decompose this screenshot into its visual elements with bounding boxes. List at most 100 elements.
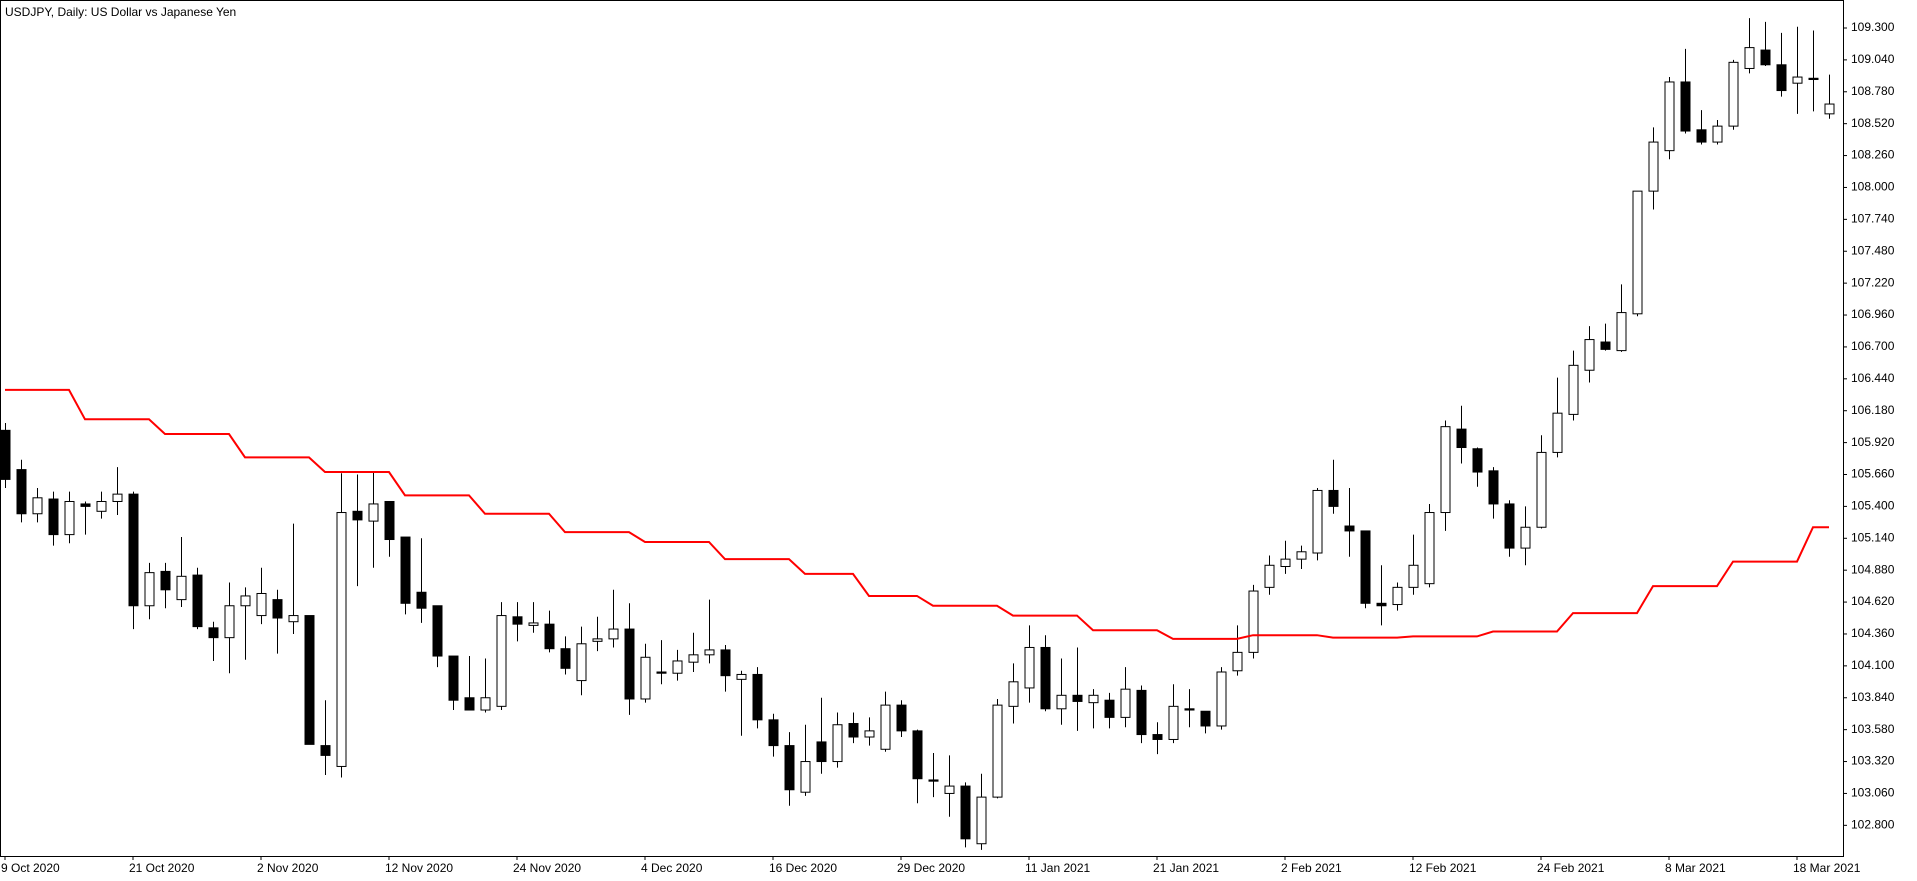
candle-body: [1712, 125, 1723, 143]
y-tick-label: 108.000: [1851, 180, 1895, 194]
candle-body: [1280, 558, 1291, 568]
candle-body: [176, 575, 187, 601]
y-tick-label: 108.780: [1851, 84, 1895, 98]
y-tick-label: 109.300: [1851, 20, 1895, 34]
candle-body: [1744, 47, 1755, 69]
candle-body: [976, 796, 987, 845]
candle-body: [1488, 470, 1499, 505]
x-tick-label: 21 Jan 2021: [1153, 861, 1219, 875]
candle-body: [80, 503, 91, 507]
y-tick-label: 105.660: [1851, 467, 1895, 481]
x-tick-label: 16 Dec 2020: [769, 861, 837, 875]
candle-body: [1376, 602, 1387, 607]
candle-body: [992, 704, 1003, 798]
candle-body: [688, 654, 699, 663]
y-tick-label: 106.180: [1851, 403, 1895, 417]
y-tick-label: 106.700: [1851, 339, 1895, 353]
x-tick-label: 11 Jan 2021: [1025, 861, 1090, 875]
y-tick-label: 103.840: [1851, 690, 1895, 704]
candle-body: [1088, 694, 1099, 704]
candle-body: [416, 591, 427, 609]
candle-body: [752, 673, 763, 721]
x-tick-label: 2 Nov 2020: [257, 861, 319, 875]
candle-body: [464, 697, 475, 711]
x-tick-label: 4 Dec 2020: [641, 861, 703, 875]
candle-body: [208, 627, 219, 639]
candle-body: [192, 574, 203, 628]
x-tick-label: 29 Dec 2020: [897, 861, 965, 875]
chart-title: USDJPY, Daily: US Dollar vs Japanese Yen: [5, 5, 236, 19]
candle-body: [448, 655, 459, 701]
candle-body: [1792, 76, 1803, 84]
candle-body: [1392, 586, 1403, 606]
candle-body: [800, 761, 811, 793]
candle-body: [720, 649, 731, 677]
candle-body: [480, 697, 491, 711]
overlay-line: [5, 388, 1829, 640]
candle-body: [544, 623, 555, 650]
candle-body: [1408, 564, 1419, 588]
candle-body: [1424, 512, 1435, 585]
candle-body: [816, 741, 827, 763]
candle-body: [0, 429, 11, 480]
candle-body: [1456, 428, 1467, 449]
candle-body: [128, 493, 139, 607]
candle-body: [736, 673, 747, 680]
candle-body: [1728, 61, 1739, 127]
y-tick-label: 107.740: [1851, 212, 1895, 226]
candle-body: [160, 570, 171, 591]
candle-body: [1040, 646, 1051, 710]
y-tick-label: 107.220: [1851, 275, 1895, 289]
candle-body: [352, 510, 363, 521]
candle-body: [1760, 49, 1771, 66]
candle-body: [1072, 694, 1083, 702]
candle-body: [848, 723, 859, 738]
candle-body: [1504, 503, 1515, 549]
candle-body: [1536, 451, 1547, 528]
candle-body: [1696, 129, 1707, 143]
candle-body: [384, 500, 395, 541]
y-tick-label: 105.400: [1851, 499, 1895, 513]
y-tick-label: 105.920: [1851, 435, 1895, 449]
plot-frame: [0, 0, 1844, 857]
candle-body: [288, 615, 299, 623]
y-tick-label: 103.580: [1851, 722, 1895, 736]
candle-body: [944, 785, 955, 794]
candle-body: [1120, 688, 1131, 718]
candle-body: [1232, 651, 1243, 672]
candle-body: [576, 643, 587, 682]
candle-body: [320, 745, 331, 756]
candle-body: [256, 592, 267, 617]
candle-body: [1632, 190, 1643, 315]
candle-body: [1184, 708, 1195, 711]
candle-body: [1136, 689, 1147, 736]
candle-body: [1520, 526, 1531, 549]
candle-body: [1344, 525, 1355, 532]
candle-body: [1312, 489, 1323, 554]
candle-body: [1824, 103, 1835, 115]
candle-body: [1552, 412, 1563, 453]
x-tick-label: 12 Nov 2020: [385, 861, 453, 875]
candle-body: [224, 605, 235, 639]
candle-body: [528, 622, 539, 626]
candle-body: [896, 704, 907, 732]
y-tick-label: 109.040: [1851, 52, 1895, 66]
candle-body: [912, 730, 923, 780]
candle-body: [1808, 77, 1819, 81]
candle-body: [432, 605, 443, 657]
candle-body: [1472, 448, 1483, 473]
candle-body: [640, 656, 651, 700]
y-tick-label: 104.360: [1851, 626, 1895, 640]
candle-body: [240, 595, 251, 607]
candle-body: [400, 536, 411, 604]
candle-body: [1056, 694, 1067, 710]
x-tick-label: 24 Nov 2020: [513, 861, 581, 875]
candle-body: [64, 500, 75, 536]
candle-body: [1024, 646, 1035, 689]
candle-body: [656, 671, 667, 674]
candle-body: [368, 503, 379, 522]
candle-body: [96, 500, 107, 512]
candle-body: [1328, 489, 1339, 507]
candle-body: [1264, 564, 1275, 588]
candle-body: [1600, 341, 1611, 350]
